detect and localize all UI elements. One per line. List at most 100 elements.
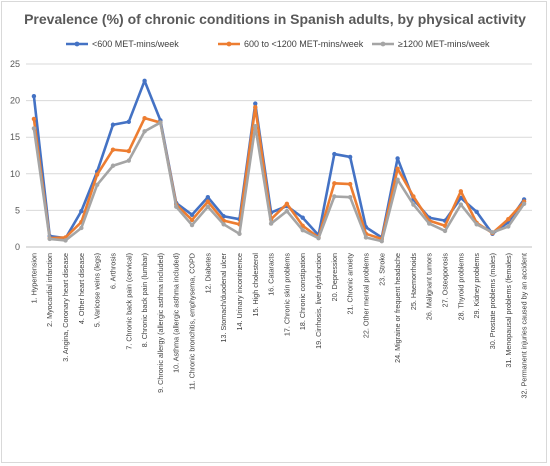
x-tick-label: 29. Kidney problems bbox=[472, 253, 481, 319]
x-tick-label: 27. Osteoporosis bbox=[441, 253, 450, 308]
x-tick-label: 2. Myocardial infarction bbox=[45, 253, 54, 327]
data-point bbox=[158, 120, 163, 125]
data-point bbox=[458, 202, 464, 207]
data-point bbox=[300, 215, 305, 220]
x-tick-label: 24. Migraine or frequent headache bbox=[393, 253, 402, 363]
legend-label: 600 to <1200 MET-mins/week bbox=[244, 39, 364, 49]
data-point bbox=[142, 78, 147, 84]
data-point bbox=[205, 204, 211, 209]
x-tick-label: 21. Chronic anxiety bbox=[346, 253, 355, 315]
data-point bbox=[205, 195, 211, 200]
x-tick-label: 20. Depression bbox=[330, 253, 339, 301]
x-tick-label: 11. Chronic bronchitis, emphysema, COPD bbox=[188, 253, 197, 390]
data-point bbox=[506, 216, 511, 222]
legend-marker bbox=[74, 41, 80, 47]
legend-label: <600 MET-mins/week bbox=[92, 39, 179, 49]
data-point bbox=[205, 199, 211, 204]
data-point bbox=[506, 224, 511, 229]
data-point bbox=[363, 235, 369, 240]
data-point bbox=[490, 230, 495, 235]
x-tick-label: 31. Menopausal problems (females) bbox=[504, 253, 513, 368]
series-line-3 bbox=[32, 121, 526, 243]
x-tick-label: 10. Asthma (allergic asthma included) bbox=[172, 253, 181, 373]
data-point bbox=[110, 163, 116, 168]
x-tick-label: 8. Chronic back pain (lumbar) bbox=[140, 253, 149, 347]
y-tick-label: 0 bbox=[15, 242, 20, 252]
x-tick-label: 6. Arthrosis bbox=[108, 253, 117, 289]
data-point bbox=[395, 177, 400, 182]
x-tick-label: 26. Malignant tumors bbox=[425, 253, 434, 321]
x-tick-label: 13. Stomach/duodenal ulcer bbox=[219, 252, 228, 342]
data-point bbox=[253, 104, 258, 110]
data-point bbox=[347, 181, 353, 187]
data-point bbox=[395, 166, 400, 171]
data-point bbox=[31, 126, 37, 131]
x-tick-label: 3. Angina, Coronary heart disease bbox=[61, 253, 70, 362]
data-point bbox=[31, 94, 37, 99]
y-tick-label: 10 bbox=[10, 169, 20, 179]
data-point bbox=[284, 201, 290, 207]
data-point bbox=[268, 221, 274, 226]
data-point bbox=[427, 221, 432, 226]
data-point bbox=[142, 129, 147, 134]
y-tick-label: 20 bbox=[10, 96, 20, 106]
series-lines bbox=[31, 78, 527, 244]
data-point bbox=[253, 101, 258, 106]
legend-marker bbox=[380, 41, 386, 47]
x-tick-label: 28. Thyroid problems bbox=[456, 253, 465, 321]
gridlines bbox=[26, 63, 532, 248]
y-tick-label: 5 bbox=[15, 205, 20, 215]
x-tick-label: 32. Permanent injuries caused by an acci… bbox=[520, 253, 529, 398]
data-point bbox=[316, 236, 321, 241]
x-tick-label: 12. Diabetes bbox=[203, 253, 212, 294]
x-tick-label: 30. Prostate problems (males) bbox=[488, 253, 497, 349]
y-tick-label: 15 bbox=[10, 132, 20, 142]
data-point bbox=[411, 202, 416, 207]
x-tick-label: 9. Chronic allergy (allergic asthma incl… bbox=[156, 253, 165, 393]
data-point bbox=[300, 227, 305, 233]
x-tick-label: 7. Chronic back pain (cervical) bbox=[124, 253, 133, 350]
data-point bbox=[63, 238, 68, 243]
data-point bbox=[474, 209, 479, 215]
x-tick-label: 19. Cirrhosis, liver dysfunction bbox=[314, 253, 323, 349]
data-point bbox=[110, 122, 116, 127]
y-tick-label: 25 bbox=[10, 59, 20, 69]
x-tick-label: 14. Urinary incontinence bbox=[235, 253, 244, 331]
x-tick-label: 4. Other heart disease bbox=[77, 253, 86, 324]
data-point bbox=[94, 182, 100, 187]
x-tick-label: 25. Haemorrhoids bbox=[409, 253, 418, 311]
data-point bbox=[31, 116, 37, 122]
data-point bbox=[110, 147, 116, 152]
data-point bbox=[126, 148, 131, 154]
data-point bbox=[253, 124, 258, 129]
data-point bbox=[395, 156, 400, 161]
data-point bbox=[174, 204, 179, 209]
x-axis: 1. Hypertension 2. Myocardial infarction 3… bbox=[29, 252, 528, 398]
x-tick-label: 22. Other mental problems bbox=[361, 253, 370, 338]
data-point bbox=[189, 212, 195, 217]
chart-title: Prevalence (%) of chronic conditions in … bbox=[24, 11, 526, 27]
data-point bbox=[126, 119, 131, 125]
data-point bbox=[347, 154, 353, 160]
x-tick-label: 18. Chronic constipation bbox=[298, 253, 307, 330]
data-point bbox=[332, 181, 337, 186]
data-point bbox=[442, 228, 448, 234]
data-point bbox=[221, 222, 226, 227]
data-point bbox=[379, 238, 384, 244]
data-point bbox=[237, 231, 242, 237]
legend-label: ≥1200 MET-mins/week bbox=[398, 39, 490, 49]
y-axis: 0 5 10 15 20 25 bbox=[10, 59, 20, 252]
data-point bbox=[79, 208, 84, 214]
data-point bbox=[79, 225, 84, 231]
data-point bbox=[332, 194, 337, 199]
data-point bbox=[47, 236, 52, 242]
data-point bbox=[142, 115, 147, 121]
x-tick-label: 23. Stroke bbox=[377, 253, 386, 286]
data-point bbox=[94, 172, 100, 177]
x-tick-label: 16. Cataracts bbox=[267, 253, 276, 296]
data-point bbox=[189, 217, 195, 223]
x-tick-label: 1. Hypertension bbox=[29, 253, 38, 303]
series-line-1 bbox=[32, 79, 526, 240]
